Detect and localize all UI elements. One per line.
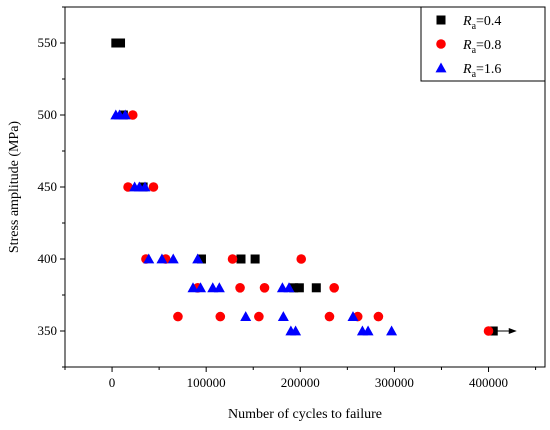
data-point-ra-0-8 [296, 254, 307, 264]
y-tick-label: 550 [38, 35, 58, 50]
data-point-ra-0-8 [235, 283, 245, 293]
data-point-ra-0-8 [259, 283, 270, 293]
data-points [110, 38, 498, 336]
data-point-ra-0-4 [116, 38, 126, 48]
x-tick-label: 300000 [375, 375, 414, 390]
x-tick-label: 0 [109, 375, 116, 390]
data-point-ra-1-6 [277, 311, 289, 321]
data-point-ra-0-4 [289, 283, 299, 293]
data-point-ra-0-4 [311, 283, 321, 293]
data-point-ra-0-4 [236, 254, 246, 264]
data-point-ra-1-6 [192, 253, 204, 264]
data-point-ra-1-6 [386, 325, 398, 336]
legend-label-ra-0-4: Ra=0.4 [462, 14, 501, 32]
data-point-ra-1-6 [213, 282, 225, 293]
data-point-ra-1-6 [195, 282, 207, 293]
y-tick-label: 350 [38, 323, 58, 338]
y-tick-label: 500 [38, 107, 58, 122]
data-point-ra-1-6 [362, 325, 374, 336]
data-point-ra-0-8 [127, 110, 138, 120]
data-point-ra-0-8 [329, 283, 339, 293]
data-point-ra-0-8 [254, 311, 264, 322]
annotations [496, 328, 517, 334]
x-tick-label: 100000 [187, 375, 226, 390]
data-point-ra-1-6 [240, 311, 252, 321]
data-point-ra-1-6 [139, 181, 151, 192]
legend-marker-ra-0-8 [436, 39, 446, 49]
data-point-ra-0-8 [483, 326, 494, 336]
data-point-ra-0-8 [324, 311, 335, 322]
data-point-ra-0-8 [173, 311, 183, 322]
y-axis: 350 400 450 500 550 [38, 6, 65, 368]
x-axis-title: Number of cycles to failure [228, 407, 382, 422]
data-point-ra-1-6 [283, 282, 295, 293]
data-point-ra-0-4 [111, 38, 121, 48]
x-tick-label: 400000 [469, 375, 508, 390]
data-point-ra-0-4 [196, 254, 206, 264]
x-tick-label: 200000 [281, 375, 320, 390]
legend-marker-ra-0-4 [436, 15, 446, 25]
data-point-ra-1-6 [143, 253, 155, 264]
legend-label-ra-0-8: Ra=0.8 [462, 38, 501, 56]
data-point-ra-0-8 [227, 254, 238, 264]
data-point-ra-0-8 [215, 311, 226, 322]
data-point-ra-0-4 [250, 254, 260, 264]
data-point-ra-1-6 [290, 325, 302, 336]
data-point-ra-1-6 [156, 253, 168, 264]
data-point-ra-0-4 [294, 283, 304, 293]
legend-marker-ra-1-6 [435, 62, 447, 73]
y-tick-label: 450 [38, 179, 58, 194]
data-point-ra-1-6 [187, 282, 199, 293]
data-point-ra-1-6 [167, 253, 179, 264]
y-axis-title: Stress amplitude (MPa) [7, 121, 22, 254]
legend-label-ra-1-6: Ra=1.6 [462, 62, 501, 80]
data-point-ra-1-6 [119, 109, 131, 120]
data-point-ra-1-6 [347, 311, 359, 321]
runout-arrow-head [508, 328, 517, 334]
data-point-ra-0-8 [148, 182, 159, 192]
data-point-ra-0-8 [373, 311, 384, 322]
x-axis: 0 100000 200000 300000 400000 [64, 367, 537, 390]
legend: Ra=0.4 Ra=0.8 Ra=1.6 [420, 6, 546, 82]
y-tick-label: 400 [38, 251, 58, 266]
